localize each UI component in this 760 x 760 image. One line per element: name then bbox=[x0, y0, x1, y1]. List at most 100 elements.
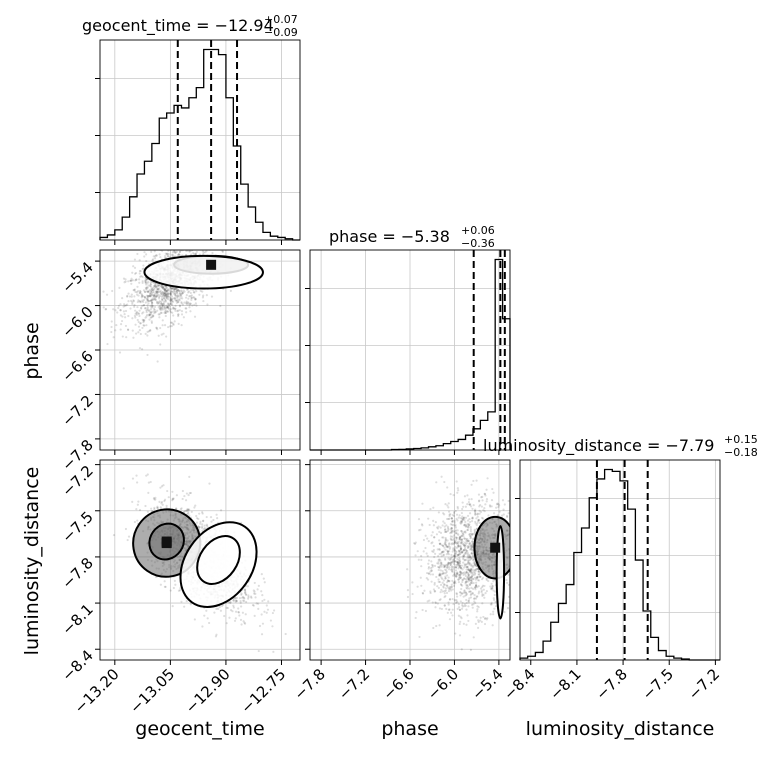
scatter-phase-luminosity-distance-sample-point bbox=[503, 611, 506, 614]
scatter-geocent-time-phase-sample-point bbox=[138, 278, 141, 281]
scatter-phase-luminosity-distance-sample-point bbox=[440, 572, 443, 575]
scatter-phase-luminosity-distance-sample-point bbox=[471, 566, 475, 569]
scatter-geocent-time-phase-sample-point bbox=[171, 311, 174, 314]
scatter-phase-luminosity-distance-sample-point bbox=[436, 548, 439, 551]
scatter-geocent-time-phase-sample-point bbox=[198, 245, 200, 247]
scatter-geocent-time-phase-sample-point bbox=[178, 250, 181, 253]
scatter-phase-luminosity-distance-sample-point bbox=[457, 614, 460, 617]
scatter-phase-luminosity-distance-xtick-label-1: −7.2 bbox=[335, 665, 373, 703]
scatter-phase-luminosity-distance-sample-point bbox=[467, 522, 470, 525]
scatter-geocent-time-phase-sample-point bbox=[197, 247, 199, 249]
scatter-phase-luminosity-distance-sample-point bbox=[465, 551, 468, 554]
scatter-geocent-time-phase-sample-point bbox=[144, 316, 147, 319]
scatter-geocent-time-phase-sample-point bbox=[168, 292, 171, 295]
scatter-geocent-time-phase-sample-point bbox=[148, 292, 152, 295]
scatter-geocent-time-luminosity-distance-sample-point bbox=[180, 600, 183, 603]
scatter-phase-luminosity-distance-sample-point bbox=[477, 590, 481, 593]
scatter-phase-luminosity-distance-sample-point bbox=[468, 533, 471, 536]
scatter-phase-luminosity-distance-sample-point bbox=[464, 604, 467, 607]
scatter-geocent-time-phase-sample-point bbox=[185, 311, 188, 314]
title-geocent-time-minus: −0.09 bbox=[264, 26, 298, 39]
scatter-phase-luminosity-distance-sample-point bbox=[447, 608, 450, 611]
scatter-geocent-time-luminosity-distance-sample-point bbox=[202, 519, 205, 522]
scatter-geocent-time-phase-sample-point bbox=[165, 290, 168, 293]
scatter-phase-luminosity-distance-sample-point bbox=[453, 560, 456, 563]
scatter-geocent-time-luminosity-distance-sample-point bbox=[223, 614, 226, 618]
scatter-phase-luminosity-distance-sample-point bbox=[434, 601, 438, 605]
scatter-geocent-time-phase-sample-point bbox=[156, 287, 159, 291]
scatter-phase-luminosity-distance-sample-point bbox=[455, 572, 458, 575]
scatter-geocent-time-luminosity-distance-sample-point bbox=[146, 510, 149, 513]
scatter-geocent-time-phase-sample-point bbox=[148, 318, 151, 321]
scatter-geocent-time-phase-sample-point bbox=[166, 310, 169, 313]
scatter-geocent-time-phase-sample-point bbox=[133, 305, 136, 308]
scatter-phase-luminosity-distance-sample-point bbox=[463, 564, 466, 567]
scatter-phase-luminosity-distance-sample-point bbox=[456, 562, 460, 566]
scatter-phase-luminosity-distance-sample-point bbox=[460, 564, 463, 567]
scatter-phase-luminosity-distance-sample-point bbox=[472, 636, 475, 639]
scatter-geocent-time-phase-sample-point bbox=[144, 296, 147, 300]
scatter-geocent-time-phase-sample-point bbox=[163, 307, 166, 310]
scatter-geocent-time-phase-sample-point bbox=[138, 281, 141, 284]
scatter-geocent-time-phase-sample-point bbox=[141, 280, 144, 283]
scatter-phase-luminosity-distance-sample-point bbox=[453, 557, 456, 560]
scatter-geocent-time-luminosity-distance-sample-point bbox=[197, 525, 200, 529]
scatter-phase-luminosity-distance-sample-point bbox=[437, 565, 440, 569]
scatter-geocent-time-phase-sample-point bbox=[149, 313, 153, 316]
scatter-phase-luminosity-distance-sample-point bbox=[459, 520, 463, 523]
scatter-phase-luminosity-distance-sample-point bbox=[470, 519, 474, 523]
scatter-phase-luminosity-distance-sample-point bbox=[459, 594, 462, 597]
scatter-geocent-time-phase-sample-point bbox=[155, 290, 158, 294]
scatter-phase-luminosity-distance-sample-point bbox=[457, 561, 460, 564]
scatter-phase-luminosity-distance-sample-point bbox=[462, 535, 465, 538]
scatter-phase-luminosity-distance-sample-point bbox=[467, 599, 470, 603]
scatter-phase-luminosity-distance-sample-point bbox=[469, 536, 472, 539]
scatter-phase-luminosity-distance-sample-point bbox=[462, 557, 465, 561]
scatter-phase-luminosity-distance-sample-point bbox=[469, 582, 472, 585]
scatter-geocent-time-phase-sample-point bbox=[148, 313, 151, 317]
scatter-geocent-time-phase-sample-point bbox=[115, 323, 118, 327]
scatter-geocent-time-phase-sample-point bbox=[161, 306, 164, 309]
scatter-phase-luminosity-distance-sample-point bbox=[514, 566, 516, 568]
scatter-phase-luminosity-distance-sample-point bbox=[468, 570, 471, 574]
scatter-geocent-time-phase-sample-point bbox=[174, 287, 177, 291]
scatter-geocent-time-phase-sample-point bbox=[194, 302, 197, 305]
scatter-geocent-time-phase-sample-point bbox=[144, 278, 148, 281]
scatter-phase-luminosity-distance-sample-point bbox=[475, 595, 478, 598]
scatter-geocent-time-phase-sample-point bbox=[190, 233, 192, 235]
scatter-phase-luminosity-distance-sample-point bbox=[455, 593, 458, 596]
scatter-geocent-time-phase-sample-point bbox=[145, 253, 148, 256]
scatter-phase-luminosity-distance-sample-point bbox=[467, 545, 470, 548]
scatter-geocent-time-phase-sample-point bbox=[157, 293, 160, 297]
scatter-geocent-time-phase-sample-point bbox=[146, 330, 149, 334]
scatter-phase-luminosity-distance-sample-point bbox=[444, 568, 447, 571]
scatter-phase-luminosity-distance-sample-point bbox=[437, 586, 440, 590]
scatter-phase-luminosity-distance-sample-point bbox=[450, 566, 453, 569]
scatter-geocent-time-luminosity-distance-sample-point bbox=[147, 481, 150, 484]
scatter-phase-luminosity-distance-sample-point bbox=[522, 568, 524, 570]
scatter-phase-luminosity-distance-sample-point bbox=[469, 579, 473, 582]
scatter-geocent-time-phase-sample-point bbox=[149, 304, 152, 308]
scatter-phase-luminosity-distance-sample-point bbox=[471, 549, 474, 552]
scatter-phase-luminosity-distance-sample-point bbox=[451, 569, 454, 573]
scatter-phase-luminosity-distance-sample-point bbox=[440, 565, 443, 568]
scatter-phase-luminosity-distance-sample-point bbox=[465, 598, 468, 602]
scatter-phase-luminosity-distance-sample-point bbox=[471, 540, 474, 543]
scatter-geocent-time-phase-sample-point bbox=[167, 325, 170, 329]
scatter-phase-luminosity-distance-sample-point bbox=[481, 586, 484, 589]
scatter-phase-luminosity-distance-sample-point bbox=[459, 547, 463, 550]
scatter-geocent-time-luminosity-distance-sample-point bbox=[185, 492, 189, 495]
scatter-phase-luminosity-distance-sample-point bbox=[431, 541, 434, 544]
scatter-phase-luminosity-distance-sample-point bbox=[448, 587, 451, 590]
scatter-geocent-time-phase-sample-point bbox=[165, 290, 168, 294]
scatter-phase-luminosity-distance-sample-point bbox=[464, 505, 467, 508]
scatter-phase-luminosity-distance-sample-point bbox=[473, 560, 476, 563]
scatter-phase-luminosity-distance-sample-point bbox=[465, 539, 468, 542]
scatter-phase-luminosity-distance-sample-point bbox=[511, 549, 513, 551]
scatter-geocent-time-phase-sample-point bbox=[239, 235, 241, 237]
scatter-geocent-time-phase-sample-point bbox=[164, 252, 167, 255]
scatter-geocent-time-phase-sample-point bbox=[140, 306, 143, 309]
scatter-phase-luminosity-distance-sample-point bbox=[476, 579, 480, 582]
scatter-phase-luminosity-distance-sample-point bbox=[439, 569, 442, 572]
scatter-phase-luminosity-distance-sample-point bbox=[440, 588, 443, 592]
